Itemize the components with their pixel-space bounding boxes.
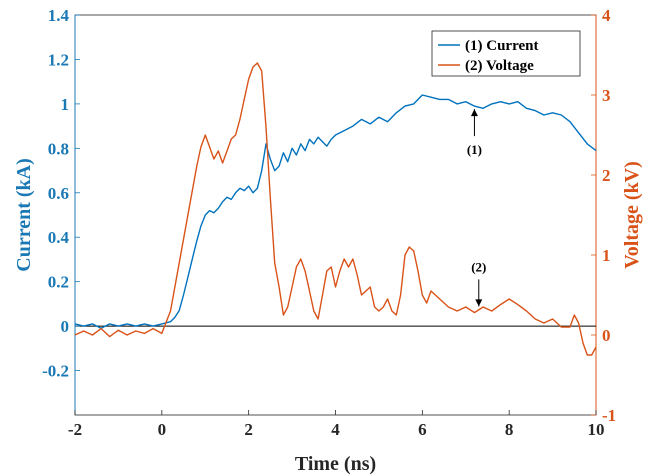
left-y-tick-label: 1.2 (48, 50, 69, 69)
legend-label-current: (1) Current (465, 38, 538, 54)
right-y-tick-label: 4 (602, 6, 611, 25)
right-y-tick-label: 1 (602, 246, 611, 265)
left-y-tick-label: 0.6 (48, 184, 69, 203)
x-axis-title: Time (ns) (295, 453, 376, 475)
voltage-series-line (74, 62, 597, 356)
x-tick-label: 6 (418, 420, 427, 439)
left-y-tick-label: 1.4 (48, 6, 70, 25)
x-tick-label: 0 (158, 420, 167, 439)
left-y-tick-label: -0.2 (42, 362, 69, 381)
left-y-tick-label: 0.8 (48, 139, 69, 158)
left-y-axis-title: Current (kA) (13, 158, 35, 272)
right-y-tick-label: 3 (602, 86, 611, 105)
x-tick-label: 10 (588, 420, 605, 439)
right-y-tick-label: 0 (602, 326, 611, 345)
x-tick-label: 4 (331, 420, 340, 439)
left-y-tick-label: 0.2 (48, 273, 69, 292)
legend-box (431, 30, 581, 77)
annotation-arrowhead (475, 299, 483, 307)
right-y-axis-title: Voltage (kV) (621, 161, 643, 269)
annotation-label: (1) (467, 142, 482, 157)
x-tick-label: 2 (244, 420, 253, 439)
ticks-layer: -2 0 2 4 6 8 10 -0.2 0 0.2 0.4 0.6 0.8 1 1.2 1.4 -1 0 1 2 3 4 (42, 6, 616, 439)
left-y-tick-label: 0 (61, 317, 70, 336)
left-y-tick-label: 0.4 (48, 228, 70, 247)
left-y-tick-label: 1 (61, 95, 70, 114)
right-y-tick-label: -1 (602, 406, 616, 425)
current-series-line (74, 94, 597, 329)
annotation-arrowhead (470, 109, 478, 117)
right-y-tick-label: 2 (602, 166, 611, 185)
x-tick-label: 8 (505, 420, 514, 439)
annotations-layer: (1) (2) (467, 109, 486, 307)
series-layer (74, 62, 597, 356)
annotation-label: (2) (471, 259, 486, 274)
legend: (1) Current (2) Voltage (431, 30, 581, 77)
legend-label-voltage: (2) Voltage (465, 58, 534, 74)
x-tick-label: -2 (68, 420, 82, 439)
